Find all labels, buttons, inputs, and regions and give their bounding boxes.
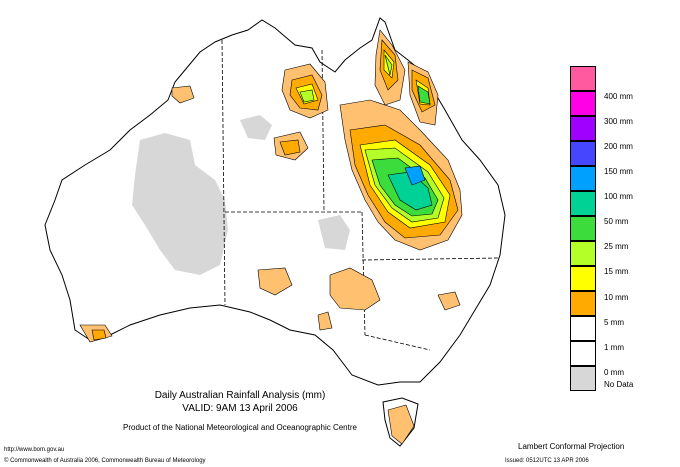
- projection-label: Lambert Conformal Projection: [518, 442, 625, 451]
- legend-label-0: 0 mm: [604, 368, 624, 377]
- legend-swatch-1: [570, 316, 596, 341]
- legend-swatch-200: [570, 116, 596, 141]
- legend-label-50: 50 mm: [604, 217, 629, 226]
- legend-label-150: 150 mm: [604, 167, 633, 176]
- legend-swatch-400: [570, 66, 596, 91]
- legend-swatch-15: [570, 241, 596, 266]
- legend-swatch-150: [570, 141, 596, 166]
- legend-swatch-300: [570, 91, 596, 116]
- legend-swatch-10: [570, 266, 596, 291]
- legend-swatch-25: [570, 216, 596, 241]
- legend-label-nodata: No Data: [604, 380, 634, 389]
- rain-100mm-areas: [404, 165, 426, 186]
- legend-label-5: 5 mm: [604, 318, 624, 327]
- legend-swatch-50: [570, 191, 596, 216]
- legend-label-300: 300 mm: [604, 117, 633, 126]
- issued-time: Issued: 0512UTC 13 APR 2006: [505, 458, 589, 464]
- legend-swatch-0: [570, 341, 596, 366]
- legend-label-15: 15 mm: [604, 267, 629, 276]
- legend-swatch-5: [570, 291, 596, 316]
- legend-label-1: 1 mm: [604, 343, 624, 352]
- legend-label-25: 25 mm: [604, 242, 629, 251]
- legend-label-400: 400 mm: [604, 92, 633, 101]
- no-data-areas: [132, 115, 350, 275]
- legend-label-100: 100 mm: [604, 192, 633, 201]
- legend-label-200: 200 mm: [604, 142, 633, 151]
- copyright-text: © Commonwealth of Australia 2006, Common…: [4, 458, 206, 464]
- product-credit: Product of the National Meteorological a…: [123, 423, 357, 432]
- map-title: Daily Australian Rainfall Analysis (mm): [154, 390, 326, 401]
- state-borders: [221, 39, 501, 351]
- legend-label-10: 10 mm: [604, 293, 629, 302]
- valid-date: VALID: 9AM 13 April 2006: [182, 403, 298, 414]
- legend-swatch-nodata: [570, 366, 596, 391]
- legend-swatch-100: [570, 166, 596, 191]
- website-link[interactable]: http://www.bom.gov.au: [4, 447, 65, 453]
